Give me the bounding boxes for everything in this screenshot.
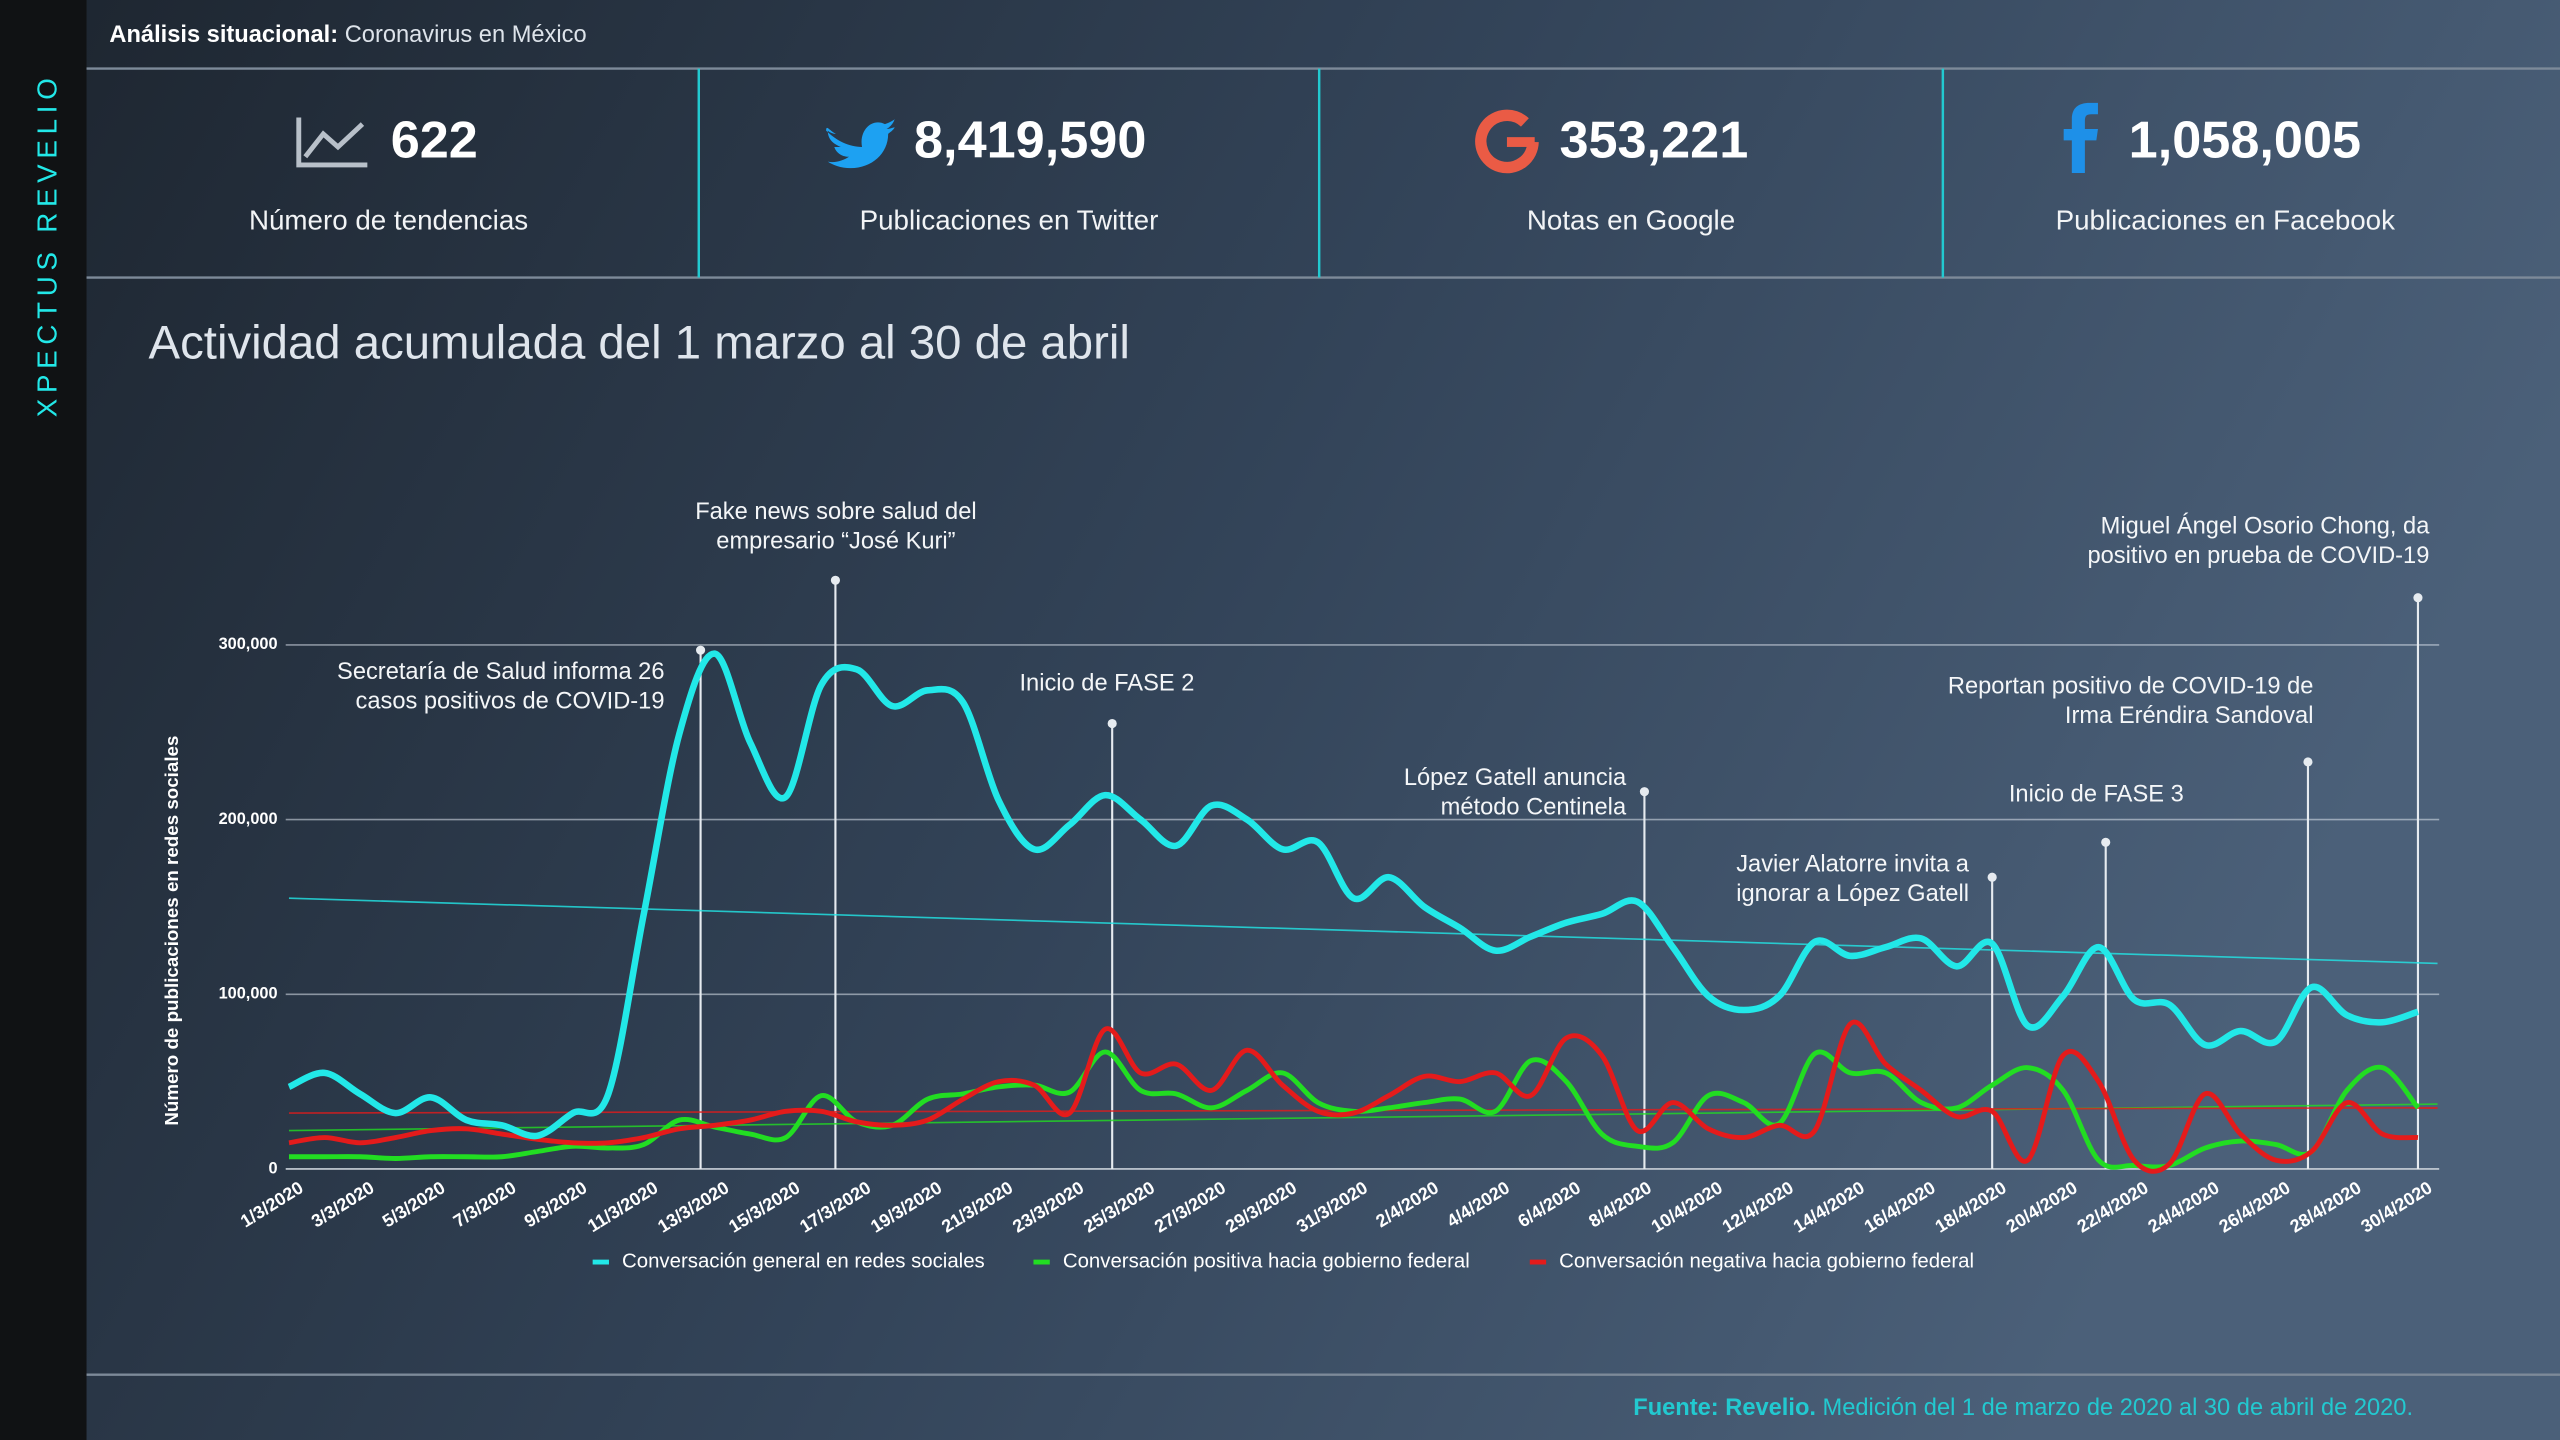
- annotation-dot: [1987, 872, 1997, 882]
- annotation-text: Fake news sobre salud del: [695, 499, 976, 525]
- stat-label: Publicaciones en Twitter: [860, 204, 1159, 235]
- annotation-text: ignorar a López Gatell: [1736, 881, 1969, 907]
- annotation-dot: [696, 645, 706, 655]
- stat-value: 8,419,590: [914, 111, 1146, 169]
- annotation-text: Irma Eréndira Sandoval: [2065, 703, 2314, 729]
- annotation-text: Reportan positivo de COVID-19 de: [1948, 674, 2314, 700]
- legend-label: Conversación general en redes sociales: [622, 1250, 985, 1272]
- series-line: [288, 1019, 2419, 1174]
- y-tick-label: 300,000: [219, 635, 278, 653]
- annotation-dot: [1107, 718, 1117, 729]
- annotation-text: López Gatell anuncia: [1404, 765, 1627, 791]
- header-bold: Análisis situacional:: [109, 22, 338, 48]
- y-axis-label: Número de publicaciones en redes sociale…: [161, 736, 182, 1126]
- stat-label: Número de tendencias: [249, 204, 528, 235]
- twitter-icon: [826, 119, 895, 169]
- header-rest: Coronavirus en México: [338, 22, 587, 48]
- y-tick-label: 100,000: [219, 985, 278, 1003]
- stat-value: 1,058,005: [2129, 111, 2361, 169]
- annotation-text: positivo en prueba de COVID-19: [2087, 543, 2429, 569]
- trend-icon: [296, 117, 368, 168]
- annotation-dot: [2413, 593, 2423, 603]
- y-tick-label: 200,000: [219, 810, 278, 828]
- stat-value: 622: [391, 111, 478, 169]
- series-line: [287, 650, 2419, 1140]
- annotation-dot: [2101, 837, 2111, 847]
- facebook-icon: [2063, 102, 2098, 174]
- annotation-dot: [1639, 787, 1650, 797]
- legend-label: Conversación negativa hacia gobierno fed…: [1559, 1250, 1974, 1272]
- annotation-text: Secretaría de Salud informa 26: [337, 659, 664, 685]
- footer-rest: Medición del 1 de marzo de 2020 al 30 de…: [1816, 1395, 2413, 1421]
- header-title: Análisis situacional: Coronavirus en Méx…: [109, 22, 586, 48]
- annotation-text: Miguel Ángel Osorio Chong, da: [2101, 513, 2431, 540]
- annotation-text: Javier Alatorre invita a: [1736, 852, 1970, 878]
- annotation-text: empresario “José Kuri”: [716, 528, 955, 554]
- sidebar: [0, 0, 87, 1440]
- annotation-text: Inicio de FASE 2: [1019, 670, 1194, 696]
- annotation-text: Inicio de FASE 3: [2009, 781, 2184, 807]
- annotation-text: casos positivos de COVID-19: [356, 688, 665, 714]
- y-tick-label: 0: [268, 1159, 277, 1177]
- brand: XPECTUS REVELIO: [31, 72, 62, 417]
- stat-label: Publicaciones en Facebook: [2056, 204, 2396, 235]
- annotation-dot: [2303, 757, 2313, 767]
- chart-title: Actividad acumulada del 1 marzo al 30 de…: [149, 317, 1130, 370]
- annotation-text: método Centinela: [1441, 794, 1627, 820]
- google-icon: [1475, 109, 1539, 174]
- footer: Fuente: Revelio. Medición del 1 de marzo…: [1633, 1395, 2413, 1421]
- stat-label: Notas en Google: [1527, 204, 1735, 235]
- annotation-dot: [830, 575, 840, 585]
- legend-label: Conversación positiva hacia gobierno fed…: [1063, 1250, 1470, 1272]
- footer-bold: Fuente: Revelio.: [1633, 1395, 1816, 1421]
- stat-value: 353,221: [1559, 111, 1748, 169]
